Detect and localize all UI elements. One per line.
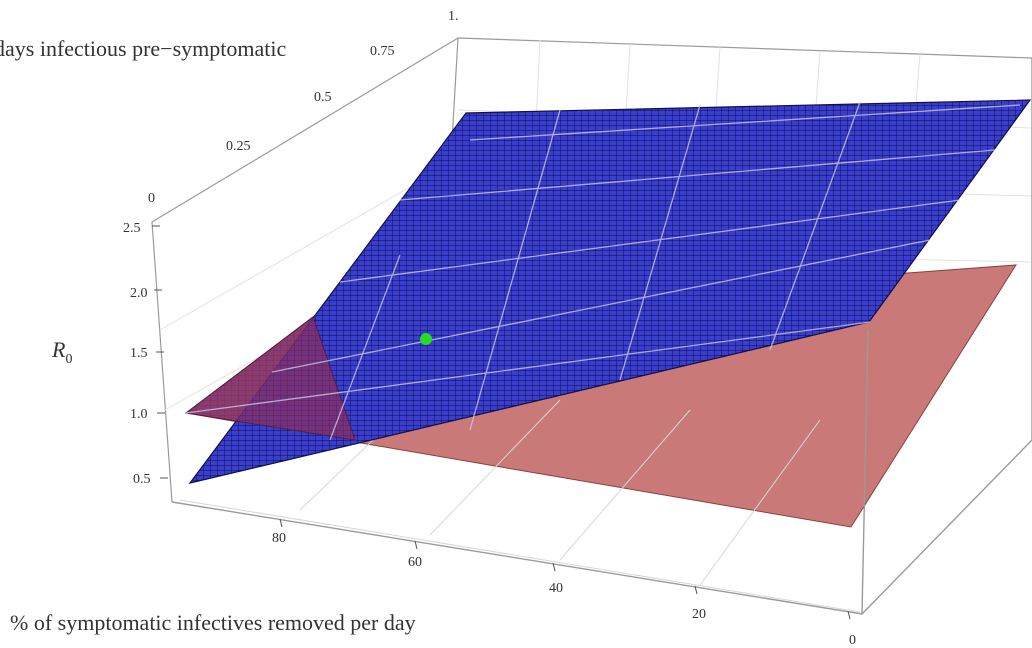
z-axis-ticks [152,225,168,479]
bounding-box-front [171,58,1032,615]
z-axis-title-main: R [51,337,66,362]
z-tick-label: 2.5 [123,221,141,236]
x-axis-title: % of symptomatic infectives removed per … [10,610,416,635]
y-tick-label: 0 [148,191,155,206]
z-tick-label: 2.0 [130,286,148,301]
r0-surface [188,99,1032,484]
floor-grid [179,394,861,613]
y-tick-label: 0.75 [370,44,395,59]
x-tick-label: 40 [549,581,563,596]
x-tick-label: 60 [408,555,422,570]
x-axis-ticks [279,518,851,620]
z-tick-label: 1.5 [130,346,148,361]
x-tick-label: 0 [849,633,856,648]
x-tick-label: 80 [272,531,286,546]
y-axis-title: days infectious pre−symptomatic [0,36,286,61]
z-tick-label: 1.0 [130,407,148,422]
y-tick-label: 1. [448,9,459,24]
y-tick-label: 0.5 [314,90,332,105]
z-axis-title-sub: 0 [65,352,72,367]
x-tick-label: 20 [692,607,706,622]
highlight-point [420,333,432,345]
z-tick-label: 0.5 [133,472,151,487]
z-axis-title: R0 [51,337,72,367]
y-tick-label: 0.25 [226,139,251,154]
surface-grid-lines [185,101,1021,441]
